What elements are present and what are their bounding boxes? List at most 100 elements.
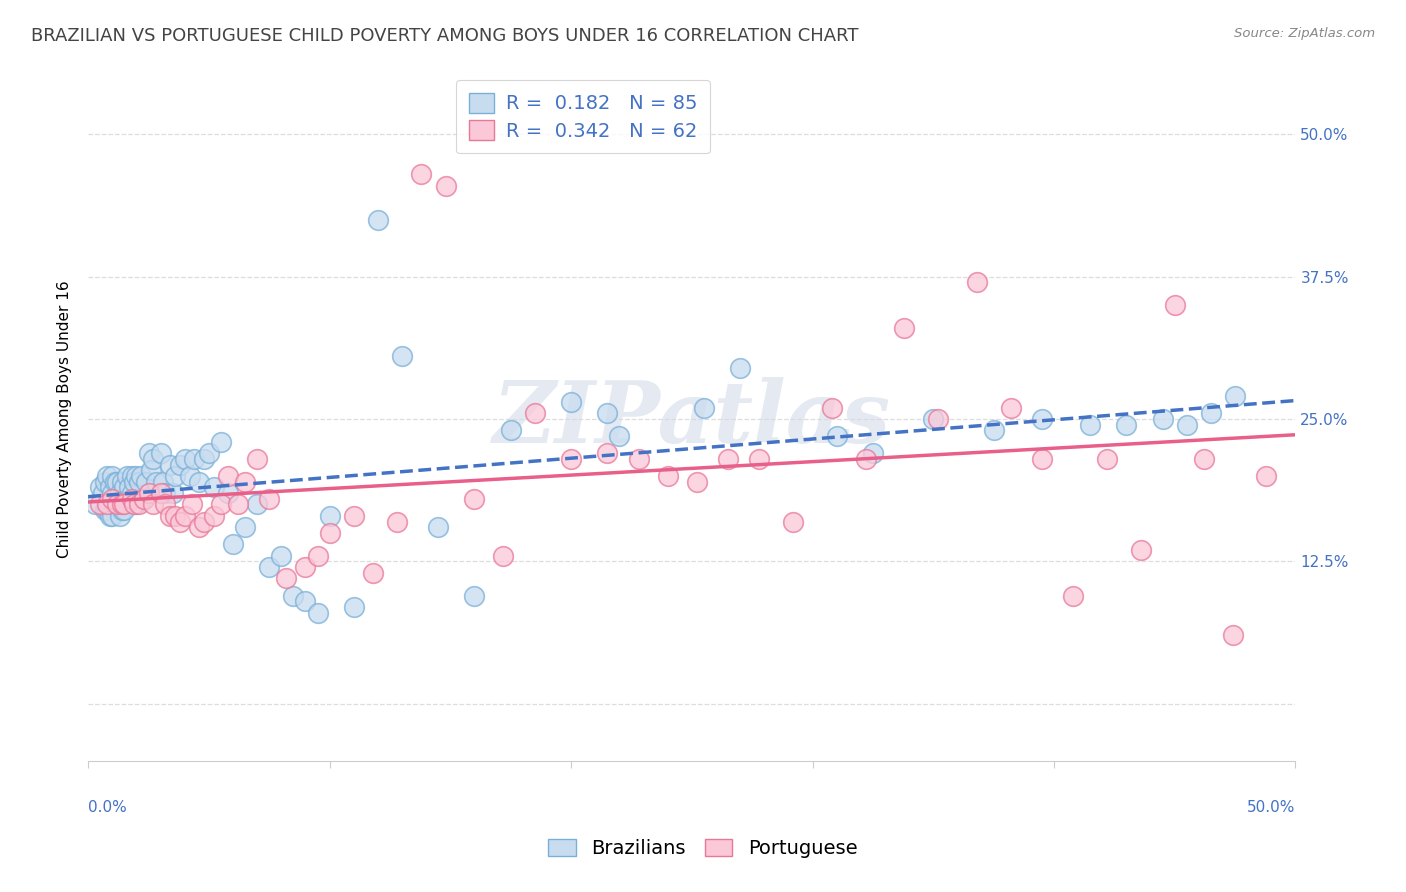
Point [111,475,134,489]
Point [318,525,340,540]
Point [294,594,316,608]
Point [367,212,389,227]
Point [1031,451,1053,466]
Point [101,486,124,500]
Point [821,401,844,415]
Point [1078,417,1101,432]
Point [217,486,239,500]
Point [257,560,280,574]
Point [609,429,631,443]
Point [862,446,884,460]
Point [188,520,211,534]
Point [165,469,187,483]
Point [91,486,114,500]
Point [115,491,138,506]
Point [492,549,515,563]
Point [112,503,135,517]
Point [1223,389,1246,403]
Point [1199,406,1222,420]
Legend: R =  0.182   N = 85, R =  0.342   N = 62: R = 0.182 N = 85, R = 0.342 N = 62 [457,80,710,153]
Point [209,434,232,449]
Point [155,486,177,500]
Point [596,446,619,460]
Point [96,469,118,483]
Point [105,498,128,512]
Point [685,475,707,489]
Point [1222,628,1244,642]
Point [966,276,988,290]
Point [89,480,111,494]
Point [149,446,172,460]
Point [1095,451,1118,466]
Point [318,508,340,523]
Point [1256,469,1278,483]
Point [108,486,131,500]
Point [122,498,145,512]
Point [121,491,143,506]
Point [121,486,143,500]
Point [152,475,174,489]
Point [101,469,124,483]
Point [463,491,485,506]
Point [499,424,522,438]
Point [922,412,945,426]
Point [122,475,145,489]
Point [209,498,232,512]
Point [135,475,157,489]
Point [108,508,131,523]
Point [307,549,329,563]
Point [142,498,165,512]
Point [149,486,172,500]
Point [825,429,848,443]
Point [112,498,135,512]
Point [427,520,450,534]
Point [111,503,134,517]
Legend: Brazilians, Portuguese: Brazilians, Portuguese [541,831,865,866]
Point [121,469,143,483]
Point [387,515,409,529]
Point [94,503,117,517]
Point [179,469,201,483]
Point [627,451,650,466]
Point [560,395,582,409]
Point [226,498,249,512]
Text: BRAZILIAN VS PORTUGUESE CHILD POVERTY AMONG BOYS UNDER 16 CORRELATION CHART: BRAZILIAN VS PORTUGUESE CHILD POVERTY AM… [31,27,859,45]
Y-axis label: Child Poverty Among Boys Under 16: Child Poverty Among Boys Under 16 [58,280,72,558]
Point [129,469,152,483]
Point [983,424,1005,438]
Point [1031,412,1053,426]
Point [217,469,239,483]
Point [101,508,124,523]
Point [1152,412,1174,426]
Text: Source: ZipAtlas.com: Source: ZipAtlas.com [1234,27,1375,40]
Point [155,498,177,512]
Point [728,360,751,375]
Point [115,469,138,483]
Point [138,446,160,460]
Point [181,498,204,512]
Point [927,412,949,426]
Point [193,515,215,529]
Point [142,451,165,466]
Point [246,451,269,466]
Point [198,446,221,460]
Point [125,498,148,512]
Point [132,491,155,506]
Point [169,515,191,529]
Point [1129,543,1152,558]
Point [1000,401,1022,415]
Point [1115,417,1137,432]
Point [246,498,269,512]
Point [96,498,118,512]
Point [89,498,111,512]
Point [748,451,770,466]
Point [657,469,679,483]
Point [596,406,619,420]
Point [128,475,150,489]
Point [283,589,305,603]
Point [257,491,280,506]
Point [233,475,256,489]
Point [1062,589,1084,603]
Point [138,486,160,500]
Point [855,451,877,466]
